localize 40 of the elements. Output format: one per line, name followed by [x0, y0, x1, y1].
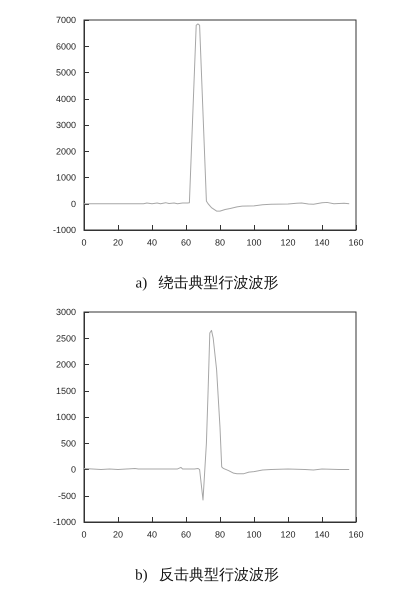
text: b) 反击典型行波波形 [135, 566, 279, 584]
y-tick-label: 3000 [56, 120, 76, 130]
x-tick-label: 0 [81, 530, 87, 540]
x-tick-label: 80 [214, 530, 226, 540]
x-tick-label: 20 [112, 238, 124, 248]
x-tick-label: 60 [180, 530, 192, 540]
y-tick-label: -500 [58, 490, 76, 501]
y-tick-label: 7000 [56, 15, 76, 25]
y-tick-label: 500 [60, 438, 76, 448]
text: a) 绕击典型行波波形 [136, 274, 278, 292]
line-series [84, 330, 350, 500]
y-tick-label: 4000 [56, 94, 76, 104]
y-tick-label: 1000 [56, 412, 76, 422]
x-tick-label: 40 [146, 530, 158, 540]
y-tick-label: 3000 [56, 307, 76, 317]
y-tick-label: 0 [70, 464, 76, 474]
y-tick-label: 0 [70, 198, 76, 209]
y-tick-label: 5000 [56, 68, 76, 78]
y-tick-label: 2000 [56, 360, 76, 370]
y-tick-label: 1500 [56, 386, 76, 396]
x-tick-label: 40 [146, 238, 158, 248]
line-series [84, 23, 350, 212]
x-tick-label: 60 [180, 238, 192, 248]
x-tick-label: 100 [246, 530, 262, 540]
y-tick-label: -1000 [52, 517, 76, 527]
y-tick-label: 2000 [56, 146, 76, 156]
x-tick-label: 100 [246, 238, 262, 248]
y-tick-label: 2500 [56, 333, 76, 344]
y-tick-label: 6000 [56, 41, 76, 52]
y-tick-label: 1000 [56, 172, 76, 182]
x-tick-label: 0 [81, 238, 87, 248]
x-tick-label: 140 [314, 530, 330, 540]
x-tick-label: 140 [314, 238, 330, 248]
x-tick-label: 80 [214, 238, 226, 248]
x-tick-label: 20 [112, 530, 124, 540]
x-tick-label: 160 [348, 238, 364, 248]
y-tick-label: -1000 [52, 225, 76, 235]
x-tick-label: 120 [280, 238, 296, 248]
x-tick-label: 120 [280, 530, 296, 540]
x-tick-label: 160 [348, 530, 364, 540]
